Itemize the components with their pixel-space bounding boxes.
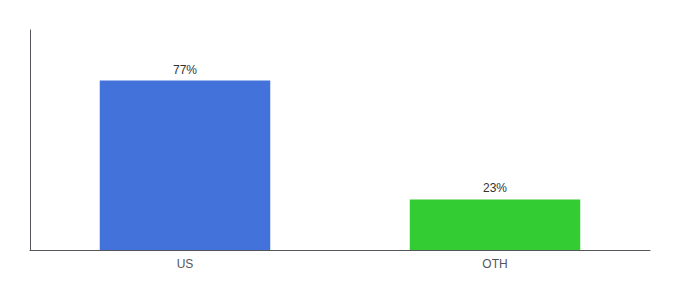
svg-text:23%: 23% bbox=[483, 181, 507, 195]
svg-text:77%: 77% bbox=[173, 63, 197, 77]
svg-text:US: US bbox=[177, 257, 194, 271]
svg-text:OTH: OTH bbox=[482, 257, 507, 271]
